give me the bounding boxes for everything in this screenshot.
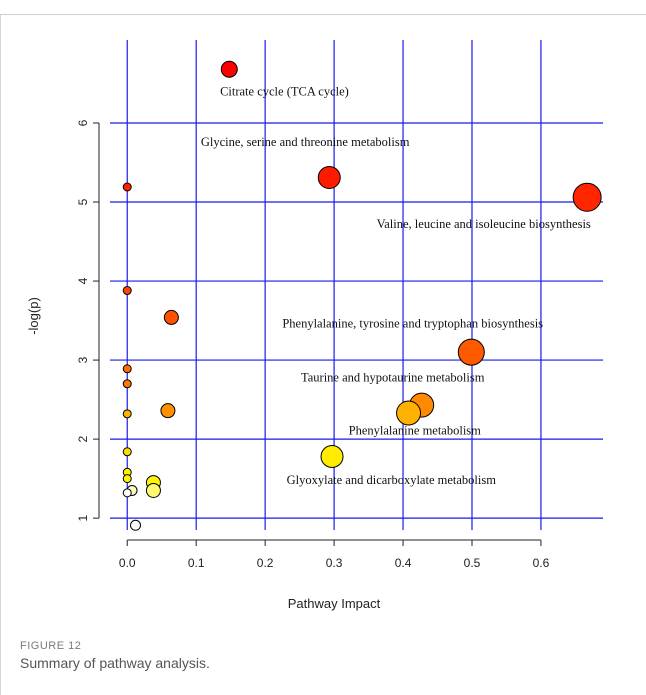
y-tick-label: 2 <box>76 435 90 442</box>
data-point <box>122 182 132 192</box>
data-point <box>122 286 132 296</box>
x-tick-label: 0.5 <box>464 556 481 570</box>
data-point <box>122 379 132 389</box>
data-point <box>130 519 142 531</box>
y-axis-title: -log(p) <box>26 297 41 335</box>
pathway-annotation: Citrate cycle (TCA cycle) <box>220 84 349 98</box>
data-point <box>163 309 179 325</box>
pathway-annotation: Phenylalanine, tyrosine and tryptophan b… <box>282 317 543 331</box>
grid-layer <box>110 40 603 530</box>
data-point <box>396 400 422 426</box>
data-point <box>122 488 132 498</box>
y-tick-label: 3 <box>76 356 90 363</box>
data-point <box>145 482 161 498</box>
data-point <box>317 166 341 190</box>
x-tick-label: 0.3 <box>326 556 343 570</box>
figure-label: FIGURE 12 <box>20 640 82 652</box>
data-point <box>122 474 132 484</box>
y-tick-label: 5 <box>76 198 90 205</box>
pathway-annotation: Phenylalanine metabolism <box>349 423 482 437</box>
figure-caption: FIGURE 12 Summary of pathway analysis. <box>20 640 210 671</box>
point-layer <box>122 60 602 531</box>
y-tick-label: 4 <box>76 277 90 284</box>
pathway-scatter-chart: Pathway Impact -log(p) 0.0 0.1 0.2 0.3 0.4 0.… <box>26 40 603 611</box>
figure-caption-text: Summary of pathway analysis. <box>20 655 210 671</box>
pathway-annotation: Glyoxylate and dicarboxylate metabolism <box>287 473 497 487</box>
data-point <box>122 447 132 457</box>
pathway-annotation: Valine, leucine and isoleucine biosynthe… <box>377 217 591 231</box>
x-tick-label: 0.4 <box>395 556 412 570</box>
y-tick-label: 6 <box>76 119 90 126</box>
pathway-annotation: Taurine and hypotaurine metabolism <box>301 370 485 384</box>
data-point <box>160 403 176 419</box>
x-axis-title: Pathway Impact <box>288 596 381 611</box>
data-point <box>122 409 132 419</box>
axis-layer: Pathway Impact -log(p) 0.0 0.1 0.2 0.3 0.4 0.… <box>26 119 550 611</box>
side-rule <box>0 15 1 695</box>
pathway-annotation: Glycine, serine and threonine metabolism <box>201 135 410 149</box>
x-tick-label: 0.0 <box>119 556 136 570</box>
annotation-layer: Citrate cycle (TCA cycle) Glycine, serine… <box>201 84 591 487</box>
x-tick-label: 0.1 <box>188 556 205 570</box>
x-tick-label: 0.2 <box>257 556 274 570</box>
data-point <box>220 60 238 78</box>
data-point <box>122 364 132 374</box>
data-point <box>572 182 602 212</box>
data-point <box>320 445 344 468</box>
top-rule <box>0 14 646 15</box>
y-tick-label: 1 <box>76 514 90 521</box>
x-tick-label: 0.6 <box>533 556 550 570</box>
data-point <box>457 338 485 366</box>
